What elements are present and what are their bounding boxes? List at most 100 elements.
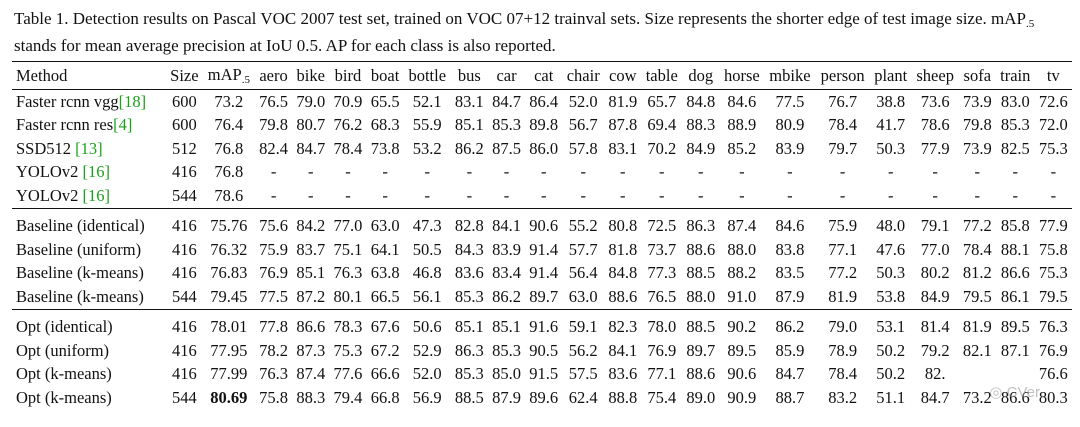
method-cell: Opt (k-means) [12, 363, 166, 387]
ap-cell-bottle: 50.6 [412, 317, 442, 337]
ap-cell-sofa: 79.8 [962, 115, 992, 135]
size-cell: 416 [172, 216, 197, 236]
ap-cell-cat: 89.6 [529, 387, 559, 407]
header-class-dog: dog [688, 65, 714, 85]
ap-cell-plant: 50.2 [876, 340, 906, 360]
size-cell: 416 [172, 364, 197, 384]
ap-cell-mbike: 84.7 [775, 364, 805, 384]
ap-cell-plant: 50.3 [876, 263, 906, 283]
ap-cell-horse: 90.9 [727, 387, 757, 407]
method-name: Opt (identical) [16, 317, 113, 337]
header-class-car: car [496, 65, 517, 85]
ap-cell-mbike: - [787, 185, 793, 205]
caption-map-subscript: .5 [1025, 18, 1035, 30]
citation-link[interactable]: [18] [118, 91, 147, 111]
method-name: Baseline (k-means) [16, 263, 144, 283]
citation-link[interactable]: [16] [82, 162, 110, 182]
ap-cell-bird: - [345, 162, 351, 182]
ap-cell-person: 75.9 [828, 216, 858, 236]
ap-cell-tv: 75.8 [1038, 239, 1068, 259]
ap-cell-bird: 77.6 [333, 364, 363, 384]
ap-cell-sofa: 82.1 [962, 340, 992, 360]
ap-cell-tv: 76.6 [1038, 364, 1068, 384]
ap-cell-train: 87.1 [1000, 340, 1030, 360]
ap-cell-table: 70.2 [647, 138, 677, 158]
ap-cell-plant: - [887, 185, 894, 205]
ap-cell-sheep: 73.6 [920, 91, 950, 111]
ap-cell-horse: 87.4 [727, 216, 757, 236]
ap-cell-aero: - [270, 185, 277, 205]
ap-cell-train: 88.1 [1000, 239, 1030, 259]
header-class-train: train [1000, 65, 1031, 85]
ap-cell-horse: - [739, 162, 745, 182]
table-row: Opt (uniform) 416 77.95 78.2 87.3 75.3 67.2 52.… [12, 339, 1072, 363]
caption-suffix: stands for mean average precision at IoU… [14, 36, 556, 55]
ap-cell-dog: - [698, 185, 704, 205]
ap-cell-cow: - [620, 162, 626, 182]
ap-cell-sofa: 79.5 [962, 286, 992, 306]
citation-link[interactable]: [13] [75, 138, 103, 158]
header-map: mAP.5 [203, 62, 255, 90]
ap-cell-table: 73.7 [647, 239, 677, 259]
header-class-cat: cat [534, 65, 554, 85]
ap-cell-bus: 83.1 [454, 91, 484, 111]
ap-cell-horse: 88.0 [727, 239, 757, 259]
ap-cell-cow: 82.3 [608, 317, 638, 337]
watermark: ◎ CVer [989, 384, 1040, 401]
ap-cell-table: 77.1 [647, 364, 677, 384]
ap-cell-bottle: 52.1 [412, 91, 442, 111]
header-class-tv: tv [1046, 65, 1060, 85]
ap-cell-tv: - [1050, 185, 1057, 205]
ap-cell-chair: 52.0 [568, 91, 598, 111]
ap-cell-sofa: - [974, 162, 981, 182]
ap-cell-table: 69.4 [647, 115, 677, 135]
ap-cell-dog: 84.8 [686, 91, 716, 111]
ap-cell-mbike: 83.5 [775, 263, 805, 283]
ap-cell-boat: 67.2 [370, 340, 400, 360]
method-name: Baseline (k-means) [16, 286, 144, 306]
method-name: SSD512 [16, 138, 76, 158]
separator-rule [12, 308, 1072, 316]
method-cell: Baseline (uniform) [12, 238, 166, 262]
citation-link[interactable]: [16] [82, 185, 110, 205]
header-class-sofa: sofa [963, 65, 992, 85]
size-cell: 416 [172, 162, 197, 182]
ap-cell-aero: 78.2 [259, 340, 288, 360]
ap-cell-car: 87.5 [492, 138, 521, 158]
map-cell: 77.95 [210, 340, 248, 360]
method-name: Opt (k-means) [16, 387, 112, 407]
ap-cell-bottle: 55.9 [412, 115, 442, 135]
ap-cell-car: 85.1 [492, 317, 521, 337]
ap-cell-boat: 63.0 [370, 216, 400, 236]
method-cell: Baseline (k-means) [12, 262, 166, 286]
ap-cell-cow: 84.1 [608, 340, 638, 360]
header-class-aero: aero [259, 65, 288, 85]
ap-cell-mbike: - [787, 162, 793, 182]
ap-cell-horse: 91.0 [727, 286, 757, 306]
ap-cell-train: 85.8 [1000, 216, 1030, 236]
header-class-horse: horse [723, 65, 760, 85]
ap-cell-dog: 88.5 [686, 263, 716, 283]
ap-cell-sofa: 81.2 [962, 263, 992, 283]
ap-cell-chair: 62.4 [568, 387, 598, 407]
ap-cell-bird: 78.3 [333, 317, 363, 337]
table-row: Faster rcnn vgg[18] 600 73.2 76.5 79.0 70.9 65… [12, 90, 1072, 114]
ap-cell-person: 78.4 [828, 115, 858, 135]
ap-cell-horse: 89.5 [727, 340, 757, 360]
ap-cell-cat: 90.6 [529, 216, 559, 236]
ap-cell-table: - [659, 185, 665, 205]
ap-cell-horse: 88.2 [727, 263, 757, 283]
method-cell: YOLOv2 [16] [12, 184, 166, 208]
ap-cell-boat: - [382, 162, 388, 182]
ap-cell-tv: 75.3 [1038, 138, 1068, 158]
citation-link[interactable]: [4] [113, 115, 133, 135]
ap-cell-cat: 90.5 [529, 340, 559, 360]
ap-cell-sofa: 73.9 [962, 91, 992, 111]
ap-cell-dog: - [698, 162, 704, 182]
header-class-sheep: sheep [916, 65, 954, 85]
table-row: YOLOv2 [16] 416 76.8 - - - - - - - - - - - - - - - - - - - - [12, 161, 1072, 185]
ap-cell-bus: 86.3 [454, 340, 484, 360]
header-class-table: table [645, 65, 678, 85]
ap-cell-chair: 63.0 [568, 286, 598, 306]
ap-cell-dog: 89.7 [686, 340, 716, 360]
